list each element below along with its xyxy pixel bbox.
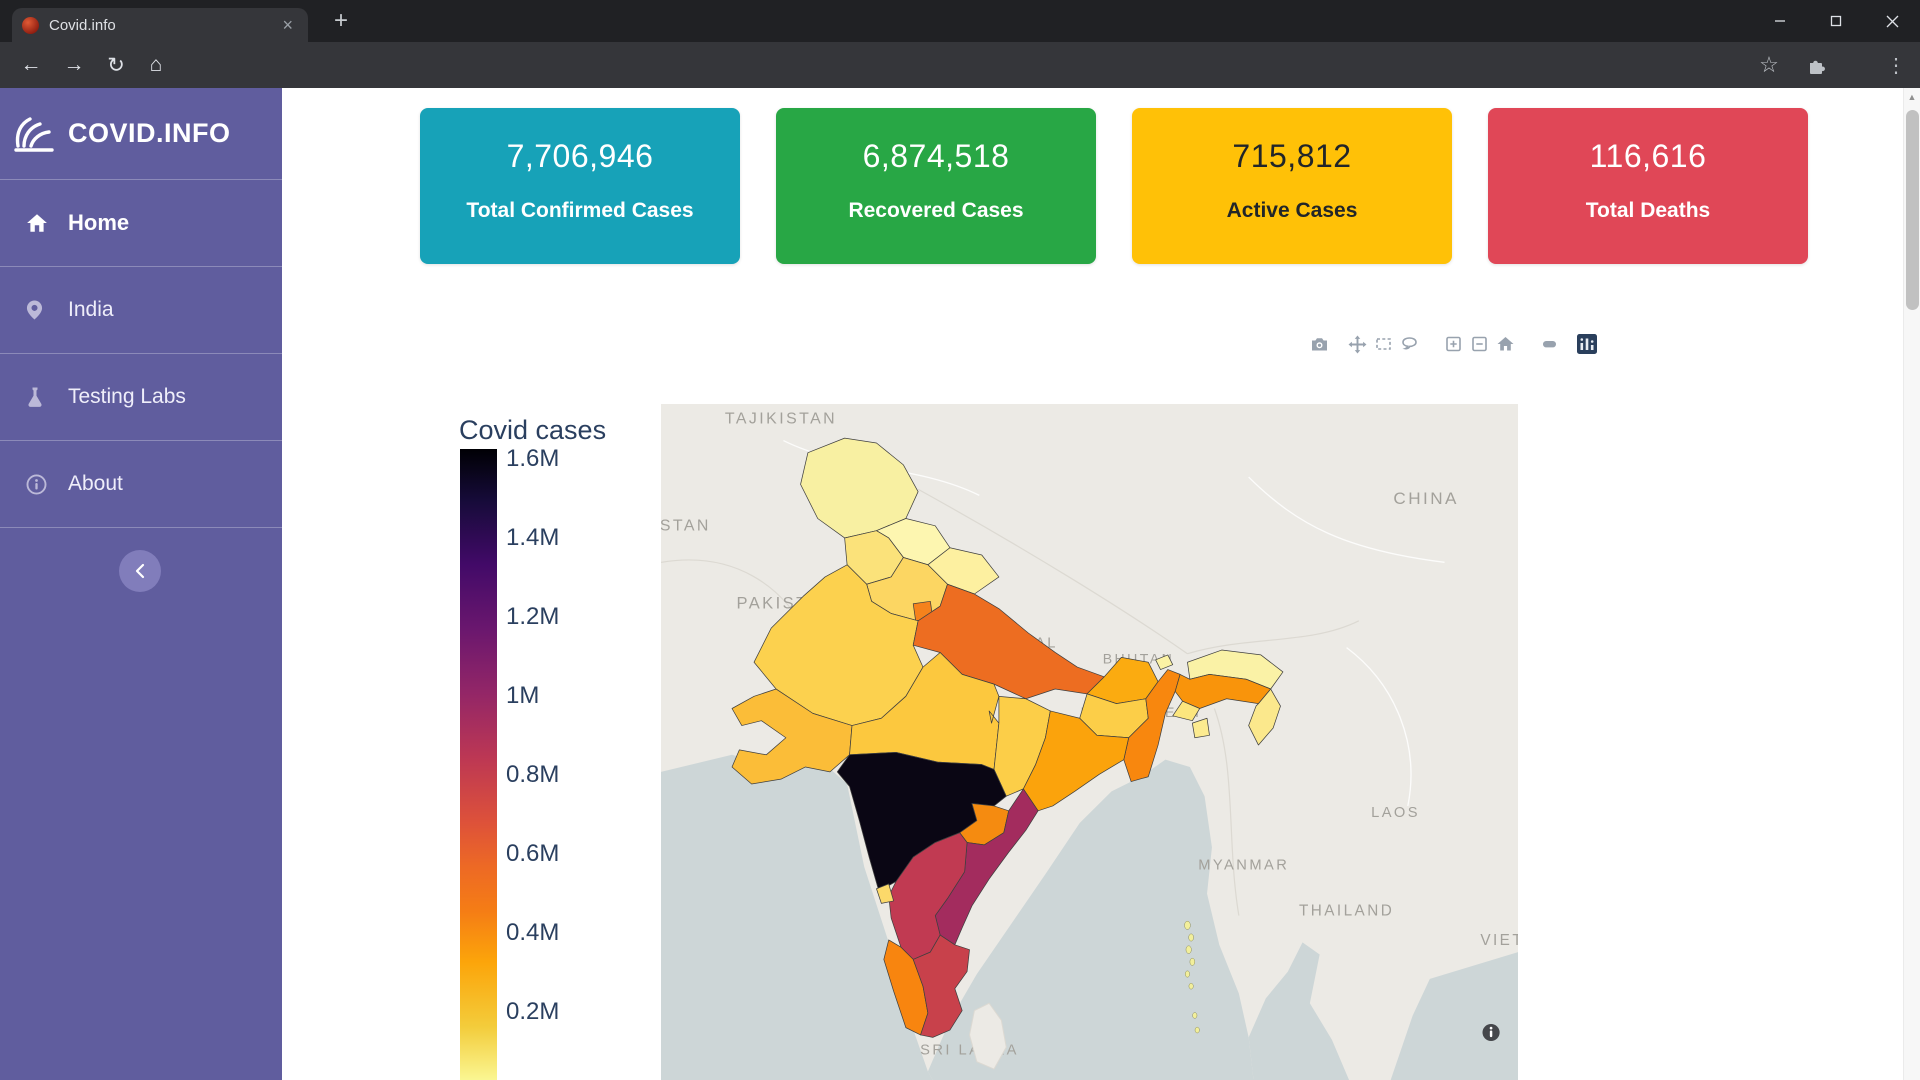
colorbar-gradient	[460, 449, 497, 1080]
state-odisha[interactable]	[1023, 710, 1130, 812]
state-sikkim[interactable]	[1155, 654, 1174, 670]
sidebar-item-label: Testing Labs	[68, 385, 186, 408]
page-scrollbar[interactable]: ▲	[1903, 88, 1920, 1080]
state-tamil-nadu[interactable]	[912, 934, 970, 1038]
browser-menu-kebab-icon[interactable]: ⋮	[1886, 54, 1906, 77]
forward-icon[interactable]: →	[63, 53, 85, 76]
colorbar-tick: 0.8M	[506, 761, 560, 788]
browser-tab[interactable]: Covid.info ×	[12, 8, 308, 42]
tab-close-icon[interactable]: ×	[282, 15, 293, 35]
colorbar-title: Covid cases	[459, 415, 607, 445]
tab-strip: Covid.info × +	[0, 0, 1920, 42]
stat-label: Total Confirmed Cases	[466, 199, 694, 222]
stat-card-active: 715,812 Active Cases	[1132, 108, 1452, 264]
chevron-left-icon	[133, 562, 147, 580]
scrollbar-up-arrow-icon[interactable]: ▲	[1907, 92, 1917, 102]
colorbar-tick: 1.2M	[506, 603, 560, 630]
stat-label: Active Cases	[1226, 199, 1358, 222]
tab-title: Covid.info	[49, 16, 116, 34]
colorbar-tick: 0.6M	[506, 840, 560, 867]
colorbar-tick: 1.6M	[506, 445, 560, 472]
zoom-out-icon[interactable]	[1466, 332, 1492, 356]
page-content: COVID.INFO Home India Testing Labs	[0, 88, 1920, 1080]
window-minimize-button[interactable]	[1752, 0, 1808, 42]
colorbar-tick: 0.2M	[506, 998, 560, 1025]
pan-icon[interactable]	[1344, 332, 1370, 356]
stat-card-recovered: 6,874,518 Recovered Cases	[776, 108, 1096, 264]
app-logo[interactable]: COVID.INFO	[0, 88, 282, 180]
site-favicon-icon	[22, 16, 39, 34]
sidebar-item-india[interactable]: India	[0, 267, 282, 354]
sidebar-item-about[interactable]: About	[0, 441, 282, 528]
stat-card-confirmed: 7,706,946 Total Confirmed Cases	[420, 108, 740, 264]
sidebar-item-label: About	[68, 472, 123, 495]
box-select-icon[interactable]	[1370, 332, 1396, 356]
country-label: CHINA	[1393, 489, 1459, 508]
new-tab-button[interactable]: +	[333, 7, 348, 34]
lab-flask-icon	[26, 386, 54, 408]
colorbar-tick: 1.4M	[506, 524, 560, 551]
state-meghalaya[interactable]	[1172, 700, 1201, 722]
window-close-button[interactable]	[1864, 0, 1920, 42]
state-karnataka[interactable]	[888, 832, 968, 960]
country-label: LAOS	[1371, 805, 1420, 821]
sri-lanka-island	[969, 1002, 1007, 1070]
back-icon[interactable]: ←	[20, 53, 42, 76]
window-maximize-button[interactable]	[1808, 0, 1864, 42]
state-andaman-islands[interactable]	[1184, 920, 1200, 1034]
reload-icon[interactable]: ↻	[107, 53, 125, 77]
bookmark-star-icon[interactable]: ☆	[1759, 52, 1779, 77]
stat-card-deaths: 116,616 Total Deaths	[1488, 108, 1808, 264]
info-icon	[26, 474, 54, 495]
logo-icon	[12, 112, 58, 156]
colorbar-tick: 0.4M	[506, 919, 560, 946]
state-tripura[interactable]	[1191, 717, 1210, 739]
plotly-modebar	[1306, 332, 1600, 356]
map-attribution-icon[interactable]	[1482, 1023, 1500, 1042]
toggle-hover-icon[interactable]	[1536, 332, 1562, 356]
sidebar: COVID.INFO Home India Testing Labs	[0, 88, 282, 1080]
stat-value: 6,874,518	[862, 138, 1010, 174]
stat-value: 715,812	[1232, 138, 1352, 174]
home-icon[interactable]: ⌂	[149, 53, 163, 76]
sidebar-item-label: India	[68, 298, 114, 321]
download-camera-icon[interactable]	[1306, 332, 1332, 356]
zoom-in-icon[interactable]	[1440, 332, 1466, 356]
lasso-select-icon[interactable]	[1396, 332, 1422, 356]
reset-view-home-icon[interactable]	[1492, 332, 1518, 356]
country-label: MYANMAR	[1198, 857, 1289, 873]
extensions-puzzle-icon[interactable]	[1799, 48, 1833, 82]
state-northeast-hills[interactable]	[1248, 688, 1281, 746]
browser-navbar: ← → ↻ ⌂ covid19--info.herokuapp.com/indi…	[0, 42, 1920, 124]
stat-value: 7,706,946	[506, 138, 654, 174]
sidebar-item-testing-labs[interactable]: Testing Labs	[0, 354, 282, 441]
stat-value: 116,616	[1589, 138, 1707, 174]
logo-text: COVID.INFO	[68, 118, 231, 148]
state-goa[interactable]	[876, 883, 894, 904]
house-icon	[26, 213, 54, 233]
country-label: THAILAND	[1299, 903, 1394, 920]
country-label: VIETNAM	[1480, 932, 1518, 949]
basemap-sea	[661, 754, 1518, 1080]
scrollbar-thumb[interactable]	[1906, 110, 1919, 310]
plotly-logo-icon[interactable]	[1574, 332, 1600, 356]
sidebar-item-label: Home	[68, 210, 130, 235]
stat-label: Recovered Cases	[848, 199, 1024, 222]
india-choropleth-map[interactable]: TAJIKISTAN CHINA AFGHANISTAN PAKISTAN NE…	[661, 404, 1518, 1080]
country-label: AFGHANISTAN	[661, 518, 711, 535]
sidebar-item-home[interactable]: Home	[0, 180, 282, 267]
window-controls	[1752, 0, 1920, 42]
country-label: TAJIKISTAN	[725, 411, 837, 428]
location-pin-icon	[26, 299, 54, 321]
sidebar-collapse-button[interactable]	[119, 550, 161, 592]
stat-label: Total Deaths	[1585, 199, 1711, 222]
colorbar-tick: 1M	[506, 682, 540, 709]
